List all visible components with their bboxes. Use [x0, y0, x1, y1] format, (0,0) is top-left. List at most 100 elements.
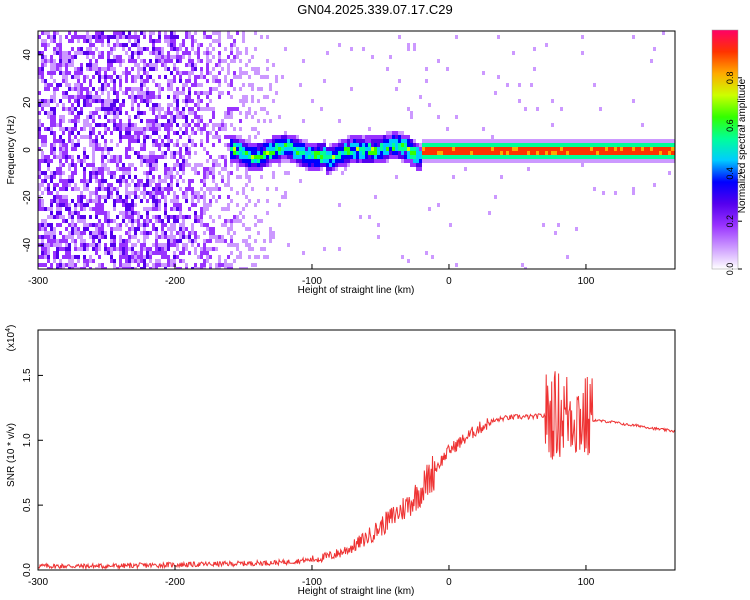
heatmap-cell-3132: [518, 155, 521, 159]
heatmap-cell-1299: [146, 91, 149, 95]
heatmap-cell-1976: [206, 79, 209, 83]
colorbar-tick-label-2: 0.4: [725, 167, 735, 180]
heatmap-cell-842: [107, 107, 110, 111]
heatmap-cell-3052: [488, 147, 491, 151]
heatmap-cell-2388: [257, 199, 260, 203]
heatmap-cell-1647: [173, 219, 176, 223]
heatmap-cell-938: [116, 59, 119, 63]
heatmap-cell-889: [110, 235, 113, 239]
heatmap-cell-2412: [263, 147, 266, 151]
heatmap-cell-2835: [401, 255, 404, 259]
heatmap-cell-3184: [539, 151, 542, 155]
heatmap-cell-2079: [218, 55, 221, 59]
heatmap-cell-691: [95, 107, 98, 111]
heatmap-cell-1203: [137, 139, 140, 143]
heatmap-cell-2544: [299, 159, 302, 163]
heatmap-cell-553: [83, 155, 86, 159]
heatmap-cell-417: [71, 159, 74, 163]
heatmap-cell-2965: [452, 139, 455, 143]
heatmap-cell-2139: [224, 267, 227, 269]
heatmap-cell-794: [104, 35, 107, 39]
heatmap-cell-2471: [275, 151, 278, 155]
heatmap-cell-43: [41, 99, 44, 103]
heatmap-cell-1935: [200, 251, 203, 255]
heatmap-cell-1271: [143, 143, 146, 147]
heatmap-cell-2368: [254, 167, 257, 171]
heatmap-cell-897: [113, 35, 116, 39]
heatmap-cell-2683: [347, 159, 350, 163]
heatmap-cell-1111: [131, 43, 134, 47]
heatmap-cell-2585: [314, 155, 317, 159]
heatmap-cell-2725: [362, 155, 365, 159]
heatmap-cell-2462: [272, 231, 275, 235]
heatmap-cell-2951: [446, 139, 449, 143]
heatmap-cell-90: [44, 175, 47, 179]
heatmap-cell-3089: [500, 155, 503, 159]
heatmap-cell-3199: [545, 151, 548, 155]
heatmap-cell-534: [80, 239, 83, 243]
heatmap-cell-683: [95, 47, 98, 51]
heatmap-cell-3120: [515, 143, 518, 147]
heatmap-cell-1880: [194, 251, 197, 255]
heatmap-cell-2155: [227, 175, 230, 179]
heatmap-cell-1387: [152, 187, 155, 191]
heatmap-cell-1509: [164, 55, 167, 59]
heatmap-cell-2993: [461, 151, 464, 155]
heatmap-cell-2957: [449, 115, 452, 119]
heatmap-cell-3143: [524, 143, 527, 147]
heatmap-cell-550: [83, 135, 86, 139]
heatmap-cell-843: [107, 111, 110, 115]
heatmap-cell-2692: [350, 155, 353, 159]
heatmap-cell-3183: [539, 147, 542, 151]
heatmap-cell-926: [113, 235, 116, 239]
heatmap-cell-2562: [305, 155, 308, 159]
heatmap-cell-1129: [131, 163, 134, 167]
heatmap-cell-2104: [221, 67, 224, 71]
heatmap-cell-932: [113, 267, 116, 269]
heatmap-cell-1422: [155, 183, 158, 187]
heatmap-cell-327: [65, 55, 68, 59]
heatmap-cell-2421: [266, 59, 269, 63]
heatmap-cell-3047: [485, 151, 488, 155]
heatmap-cell-1507: [164, 35, 167, 39]
heatmap-cell-2663: [341, 151, 344, 155]
heatmap-cell-3090: [500, 159, 503, 163]
heatmap-cell-927: [113, 239, 116, 243]
heatmap-cell-1809: [188, 151, 191, 155]
heatmap-cell-2699: [353, 155, 356, 159]
heatmap-cell-3231: [560, 107, 563, 111]
heatmap-cell-1645: [173, 207, 176, 211]
heatmap-cell-2931: [437, 151, 440, 155]
heatmap-cell-305: [62, 143, 65, 147]
heatmap-cell-3308: [593, 139, 596, 143]
heatmap-cell-2345: [251, 143, 254, 147]
heatmap-cell-3016: [473, 87, 476, 91]
heatmap-cell-1095: [128, 195, 131, 199]
heatmap-cell-1498: [161, 227, 164, 231]
heatmap-cell-733: [98, 131, 101, 135]
heatmap-cell-615: [89, 79, 92, 83]
spectrogram-x-tick-label-0: -300: [28, 276, 48, 287]
heatmap-cell-3001: [464, 155, 467, 159]
heatmap-cell-850: [107, 171, 110, 175]
heatmap-cell-2410: [263, 139, 266, 143]
heatmap-cell-1848: [191, 239, 194, 243]
heatmap-cell-2646: [335, 163, 338, 167]
heatmap-cell-2407: [263, 95, 266, 99]
heatmap-cell-3244: [563, 255, 566, 259]
heatmap-cell-3119: [515, 139, 518, 143]
heatmap-cell-2355: [254, 31, 257, 35]
heatmap-cell-1131: [131, 191, 134, 195]
heatmap-cell-937: [116, 55, 119, 59]
heatmap-cell-1352: [149, 195, 152, 199]
heatmap-cell-2849: [407, 143, 410, 147]
heatmap-cell-2665: [341, 159, 344, 163]
heatmap-cell-1228: [140, 87, 143, 91]
heatmap-cell-2287: [242, 223, 245, 227]
heatmap-cell-709: [95, 215, 98, 219]
heatmap-cell-285: [59, 247, 62, 251]
heatmap-cell-564: [83, 215, 86, 219]
heatmap-cell-423: [71, 199, 74, 203]
heatmap-cell-908: [113, 99, 116, 103]
heatmap-cell-286: [59, 259, 62, 263]
